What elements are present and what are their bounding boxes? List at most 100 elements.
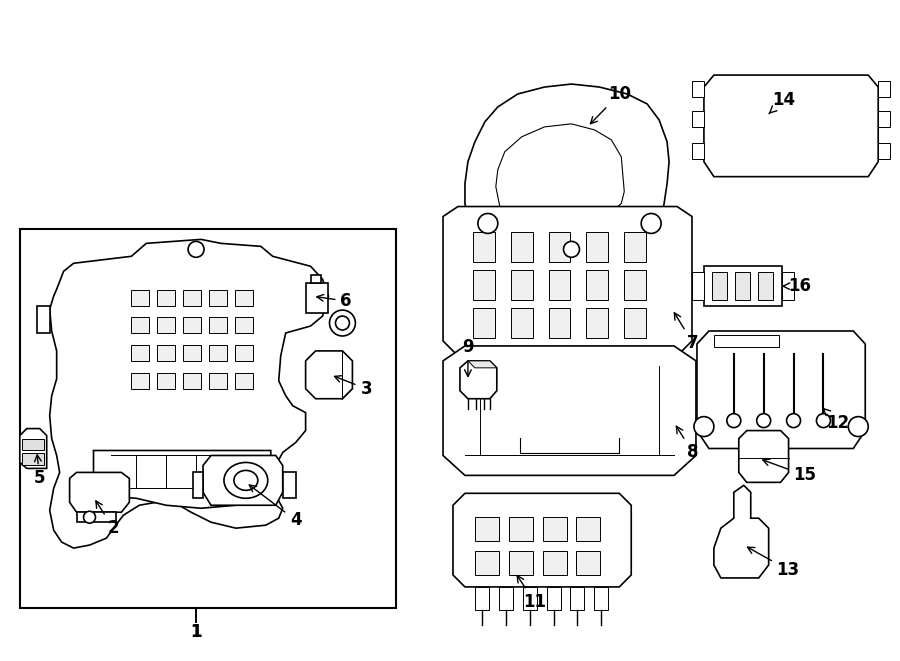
Bar bbox=[183, 290, 201, 306]
Ellipse shape bbox=[329, 310, 356, 336]
Polygon shape bbox=[283, 473, 296, 498]
Polygon shape bbox=[697, 331, 865, 449]
Ellipse shape bbox=[694, 416, 714, 436]
Bar bbox=[472, 308, 495, 338]
Bar bbox=[549, 233, 571, 262]
Polygon shape bbox=[594, 587, 608, 610]
Polygon shape bbox=[468, 361, 497, 368]
Text: 10: 10 bbox=[590, 85, 631, 124]
Bar bbox=[734, 272, 750, 300]
Text: 16: 16 bbox=[783, 277, 812, 295]
Polygon shape bbox=[523, 587, 536, 610]
Bar bbox=[235, 345, 253, 361]
Text: 1: 1 bbox=[190, 623, 202, 641]
Bar bbox=[131, 345, 149, 361]
Polygon shape bbox=[704, 266, 781, 306]
Ellipse shape bbox=[84, 511, 95, 524]
Text: 7: 7 bbox=[674, 313, 698, 352]
Bar bbox=[587, 233, 608, 262]
Bar bbox=[587, 308, 608, 338]
Bar bbox=[781, 272, 794, 300]
Text: 2: 2 bbox=[96, 501, 119, 537]
Polygon shape bbox=[453, 493, 631, 587]
Text: 9: 9 bbox=[462, 338, 473, 377]
Bar bbox=[475, 517, 499, 541]
Text: 14: 14 bbox=[769, 91, 796, 114]
Bar bbox=[543, 517, 566, 541]
Bar bbox=[158, 345, 176, 361]
Bar bbox=[625, 308, 646, 338]
Bar bbox=[714, 335, 778, 347]
Bar bbox=[543, 551, 566, 575]
Bar bbox=[587, 270, 608, 300]
Bar bbox=[183, 373, 201, 389]
Bar bbox=[712, 272, 727, 300]
Bar bbox=[131, 290, 149, 306]
Polygon shape bbox=[571, 587, 584, 610]
Bar bbox=[625, 233, 646, 262]
Text: 8: 8 bbox=[677, 426, 698, 461]
Bar bbox=[758, 272, 772, 300]
Bar bbox=[878, 143, 890, 159]
Bar bbox=[472, 233, 495, 262]
Polygon shape bbox=[546, 587, 561, 610]
Text: 1: 1 bbox=[190, 623, 202, 641]
Ellipse shape bbox=[849, 416, 868, 436]
Bar bbox=[692, 272, 704, 300]
Bar bbox=[209, 345, 227, 361]
Bar bbox=[209, 373, 227, 389]
Bar bbox=[235, 290, 253, 306]
Polygon shape bbox=[714, 485, 769, 578]
Polygon shape bbox=[443, 346, 696, 475]
Ellipse shape bbox=[757, 414, 770, 428]
Polygon shape bbox=[94, 451, 271, 508]
Text: 11: 11 bbox=[518, 576, 546, 611]
Bar bbox=[692, 111, 704, 127]
Ellipse shape bbox=[727, 414, 741, 428]
Polygon shape bbox=[443, 206, 692, 356]
Text: 6: 6 bbox=[317, 292, 352, 310]
Polygon shape bbox=[203, 455, 283, 505]
Polygon shape bbox=[496, 124, 625, 223]
Bar bbox=[878, 81, 890, 97]
Bar bbox=[475, 551, 499, 575]
Bar bbox=[549, 270, 571, 300]
Text: 3: 3 bbox=[335, 375, 372, 398]
Bar bbox=[209, 290, 227, 306]
Bar bbox=[20, 229, 396, 608]
Polygon shape bbox=[306, 351, 353, 399]
Bar bbox=[577, 551, 600, 575]
Ellipse shape bbox=[188, 241, 204, 257]
Text: 12: 12 bbox=[824, 408, 850, 432]
Ellipse shape bbox=[816, 414, 831, 428]
Polygon shape bbox=[50, 239, 328, 548]
Polygon shape bbox=[69, 473, 130, 512]
Bar bbox=[310, 275, 320, 283]
Bar bbox=[183, 317, 201, 333]
Bar bbox=[625, 270, 646, 300]
Ellipse shape bbox=[224, 463, 268, 498]
Polygon shape bbox=[194, 473, 203, 498]
Text: 13: 13 bbox=[748, 547, 800, 579]
Ellipse shape bbox=[336, 316, 349, 330]
Bar bbox=[131, 317, 149, 333]
Bar bbox=[549, 308, 571, 338]
Bar bbox=[22, 438, 44, 451]
Polygon shape bbox=[76, 512, 116, 522]
Bar bbox=[235, 373, 253, 389]
Bar bbox=[510, 270, 533, 300]
Bar bbox=[508, 551, 533, 575]
Polygon shape bbox=[37, 306, 50, 333]
Polygon shape bbox=[499, 587, 513, 610]
Polygon shape bbox=[739, 430, 788, 483]
Bar bbox=[306, 283, 328, 313]
Text: 5: 5 bbox=[34, 455, 46, 487]
Polygon shape bbox=[704, 75, 878, 176]
Bar bbox=[158, 317, 176, 333]
Polygon shape bbox=[20, 428, 47, 469]
Bar bbox=[692, 81, 704, 97]
Bar bbox=[577, 517, 600, 541]
Ellipse shape bbox=[787, 414, 800, 428]
Polygon shape bbox=[465, 84, 669, 251]
Bar bbox=[209, 317, 227, 333]
